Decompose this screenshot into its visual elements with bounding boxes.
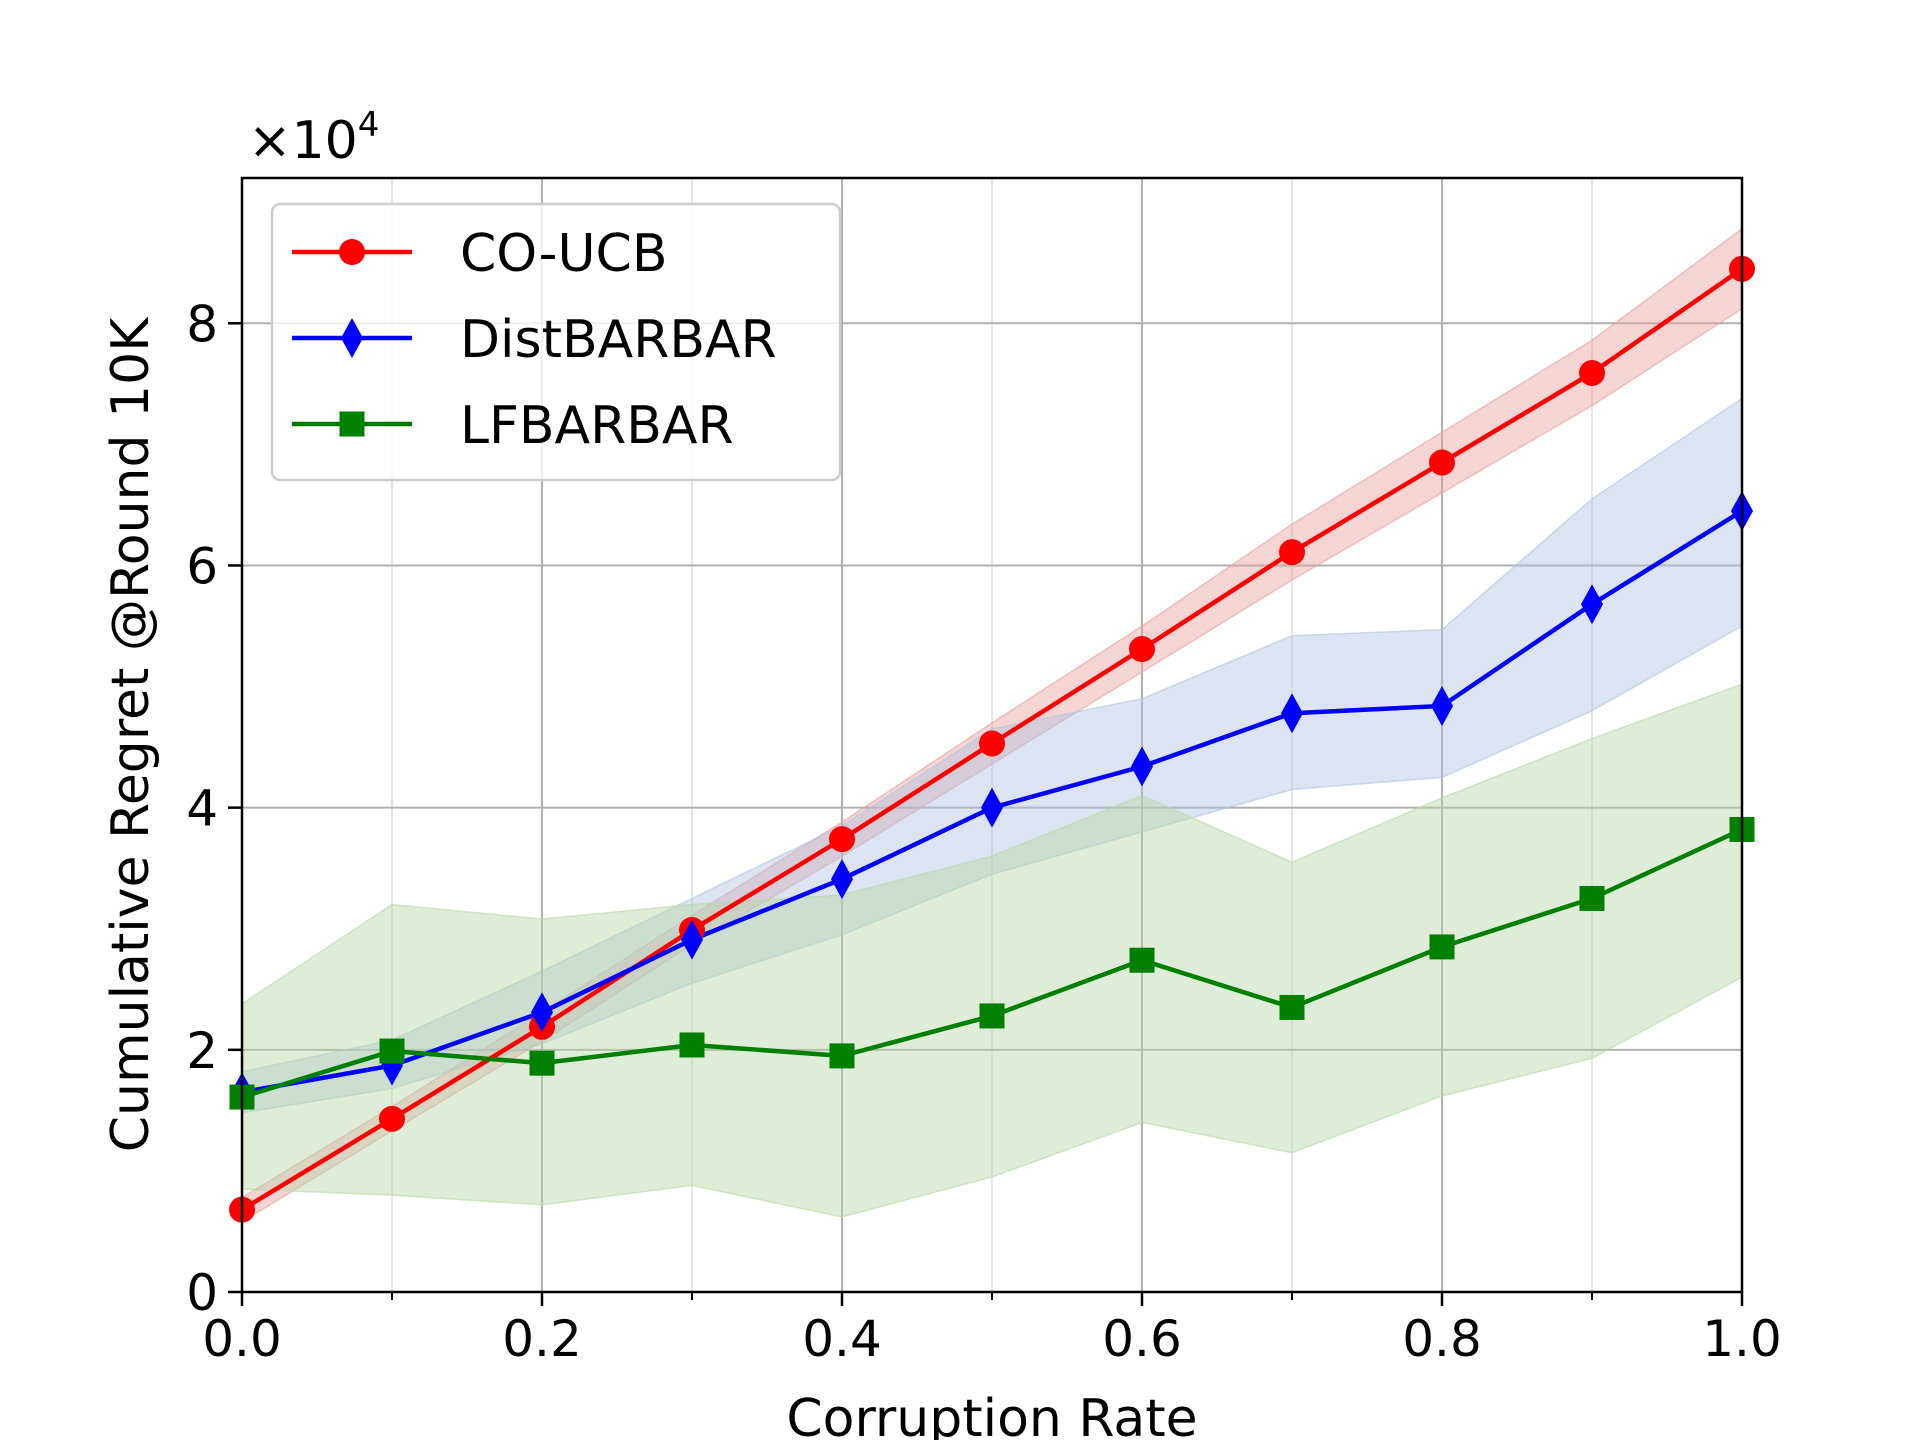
point-2-2 (529, 1050, 555, 1076)
legend-marker-2 (339, 411, 365, 437)
y-axis-label: Cumulative Regret @Round 10K (101, 316, 161, 1152)
x-tick-label-5: 1.0 (1702, 1310, 1782, 1368)
point-1-6 (1131, 746, 1153, 787)
point-2-1 (379, 1038, 405, 1064)
point-2-7 (1279, 994, 1305, 1020)
legend: CO-UCB DistBARBAR LFBARBAR (270, 202, 842, 482)
axis-ticks: 0.0 0.2 0.4 0.6 0.8 1.0 0 2 4 6 8 (186, 295, 1782, 1368)
point-2-3 (679, 1032, 705, 1058)
x-tick-label-4: 0.8 (1402, 1310, 1482, 1368)
x-axis-label: Corruption Rate (786, 1389, 1197, 1440)
y-tick-label-4: 8 (186, 295, 218, 353)
point-0-4 (829, 826, 855, 853)
legend-label-1: DistBARBAR (460, 310, 777, 370)
point-2-5 (979, 1003, 1005, 1029)
point-1-9 (1581, 584, 1603, 625)
point-2-4 (829, 1043, 855, 1069)
y-tick-label-3: 6 (186, 537, 218, 595)
point-1-8 (1431, 685, 1453, 726)
x-tick-label-0: 0.0 (202, 1310, 282, 1368)
point-1-2 (531, 992, 553, 1033)
y-axis-scale-factor: ×104 (248, 105, 379, 171)
point-0-8 (1429, 449, 1455, 476)
legend-box (270, 202, 842, 482)
point-1-5 (981, 787, 1003, 828)
point-0-9 (1579, 359, 1605, 386)
point-1-4 (831, 859, 853, 900)
point-2-9 (1579, 885, 1605, 911)
legend-marker-1 (341, 318, 363, 358)
y-scale-base: ×10 (248, 111, 358, 171)
point-0-5 (979, 730, 1005, 757)
point-0-6 (1129, 636, 1155, 663)
x-tick-label-2: 0.4 (802, 1310, 882, 1368)
legend-marker-0 (339, 239, 365, 265)
legend-label-0: CO-UCB (460, 224, 668, 284)
point-1-7 (1281, 693, 1303, 734)
point-2-8 (1429, 934, 1455, 960)
point-0-7 (1279, 539, 1305, 566)
legend-label-2: LFBARBAR (460, 396, 734, 456)
y-scale-exponent: 4 (358, 105, 380, 145)
x-tick-label-3: 0.6 (1102, 1310, 1182, 1368)
y-tick-label-1: 2 (186, 1022, 218, 1080)
point-0-1 (379, 1105, 405, 1132)
y-tick-label-2: 4 (186, 780, 218, 838)
point-2-6 (1129, 947, 1155, 973)
y-tick-label-0: 0 (186, 1264, 218, 1322)
x-tick-label-1: 0.2 (502, 1310, 582, 1368)
point-1-3 (681, 919, 703, 960)
